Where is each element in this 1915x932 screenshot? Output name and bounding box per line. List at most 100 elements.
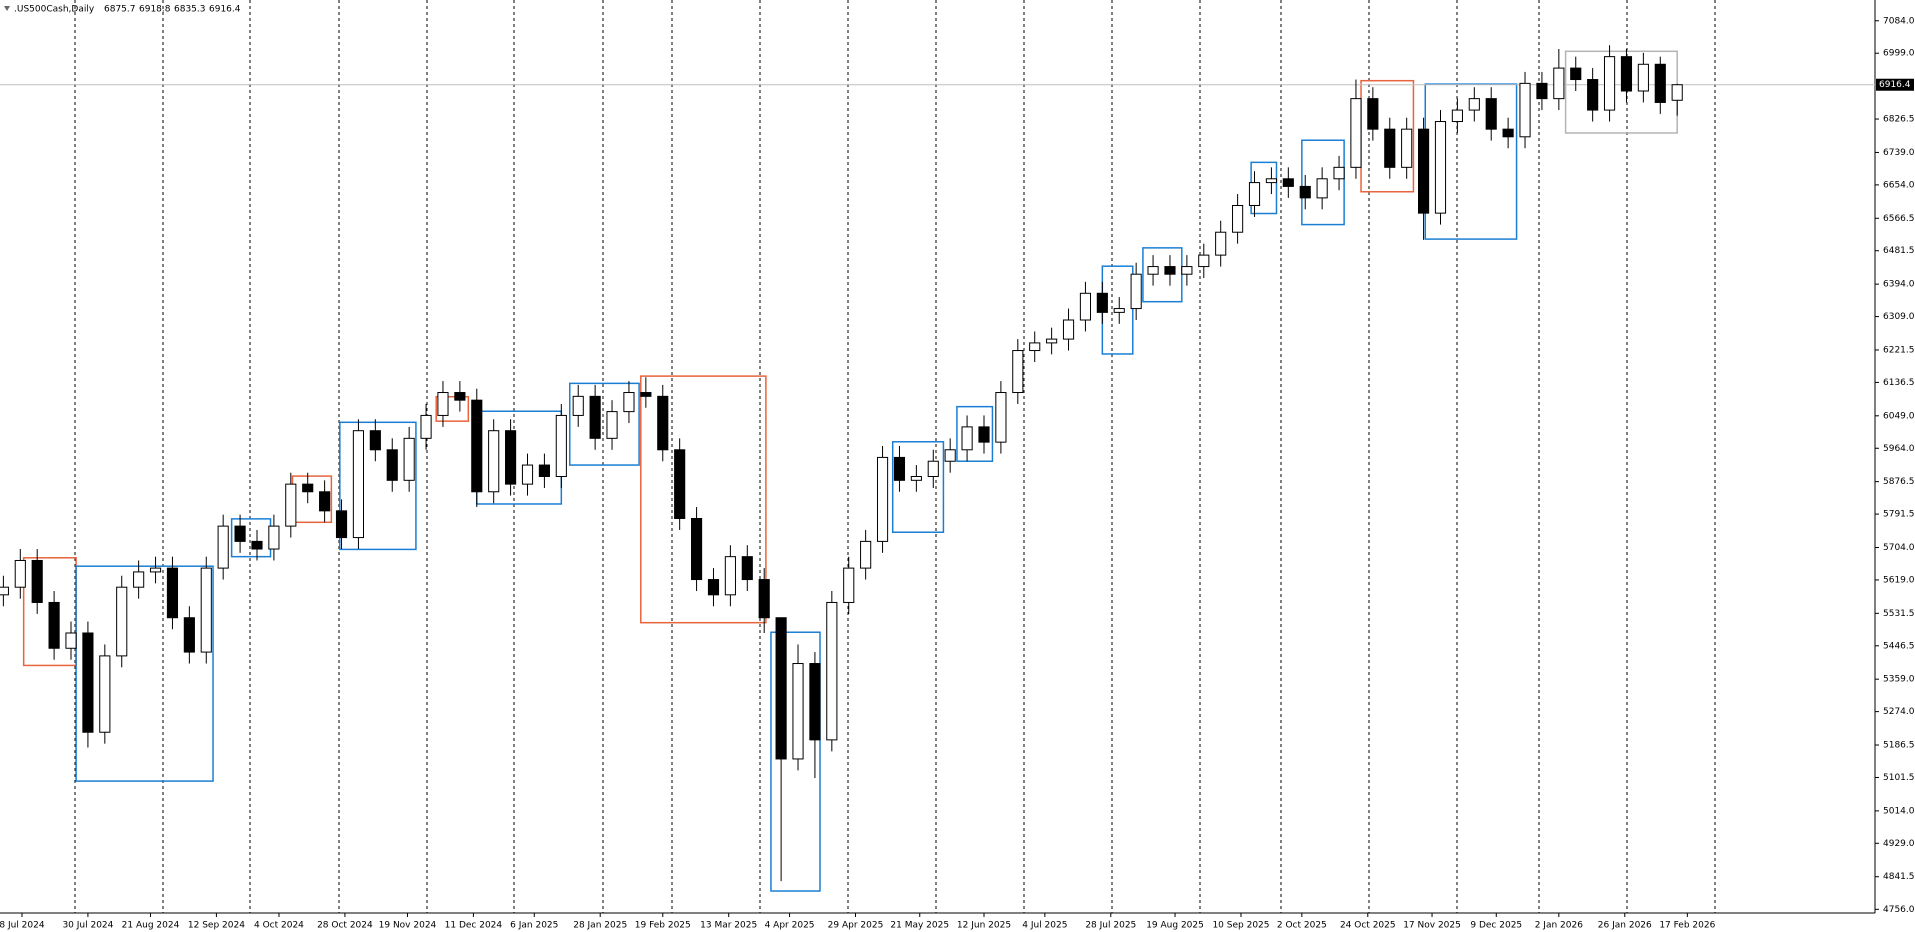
candle-body bbox=[572, 395, 584, 416]
candle-body bbox=[200, 567, 212, 653]
candle-body bbox=[707, 579, 720, 596]
candle-body bbox=[454, 392, 466, 401]
candle-body bbox=[99, 655, 111, 733]
candle-body bbox=[1519, 82, 1531, 138]
candle-body bbox=[910, 476, 922, 481]
y-tick-label: 6826.5 bbox=[1883, 115, 1915, 125]
candle-body bbox=[1603, 56, 1616, 111]
symbol: .US500Cash,Daily bbox=[14, 5, 95, 15]
signal-box bbox=[435, 395, 470, 422]
candle-body bbox=[1282, 178, 1294, 187]
candle-body bbox=[792, 663, 804, 760]
candle-body bbox=[775, 617, 787, 760]
signal-box bbox=[1142, 247, 1183, 303]
candle-body bbox=[471, 399, 483, 493]
candle-body bbox=[1062, 319, 1075, 340]
header-close: 6916.4 bbox=[209, 5, 241, 15]
candle-body bbox=[961, 426, 973, 451]
candle-body bbox=[1536, 82, 1548, 100]
candle-body bbox=[1265, 178, 1277, 184]
signal-box bbox=[640, 375, 767, 624]
candle-body bbox=[1215, 231, 1227, 256]
x-tick-label: 19 Aug 2025 bbox=[1146, 921, 1204, 931]
signal-box bbox=[956, 405, 994, 462]
candle-body bbox=[437, 392, 449, 416]
candle-body bbox=[1299, 185, 1311, 199]
candle-body bbox=[1671, 84, 1683, 101]
candle-body bbox=[1046, 338, 1058, 344]
candle-body bbox=[978, 426, 990, 443]
candle-body bbox=[1130, 273, 1142, 310]
signal-box bbox=[891, 441, 945, 533]
candle-body bbox=[1654, 63, 1666, 103]
y-tick-label: 5531.5 bbox=[1883, 609, 1915, 619]
candle-body bbox=[369, 430, 381, 451]
y-tick-label: 5704.0 bbox=[1883, 543, 1915, 553]
candle-body bbox=[843, 567, 855, 603]
candle-body bbox=[1147, 266, 1159, 275]
candle-body bbox=[1434, 121, 1447, 214]
candle-body bbox=[944, 449, 956, 462]
candle-body bbox=[1468, 98, 1480, 111]
candle-body bbox=[589, 395, 601, 439]
y-tick-label: 5274.0 bbox=[1883, 707, 1915, 717]
y-tick-label: 5876.5 bbox=[1883, 477, 1915, 487]
candle-body bbox=[1198, 254, 1210, 268]
y-tick-label: 4756.0 bbox=[1883, 905, 1915, 915]
x-tick-label: 28 Jul 2025 bbox=[1085, 921, 1136, 931]
candle-body bbox=[876, 456, 889, 542]
candle-body bbox=[335, 510, 348, 539]
x-tick-label: 28 Oct 2024 bbox=[317, 921, 373, 931]
candle-body bbox=[386, 449, 398, 481]
x-tick-label: 21 Aug 2024 bbox=[122, 921, 180, 931]
candle-body bbox=[1485, 98, 1497, 130]
y-tick-label: 5359.0 bbox=[1883, 675, 1915, 685]
header-open: 6875.7 bbox=[104, 5, 136, 15]
y-tick-label: 6394.0 bbox=[1883, 280, 1915, 290]
candle-body bbox=[1637, 63, 1649, 92]
x-tick-label: 26 Jan 2026 bbox=[1598, 921, 1652, 931]
candle-body bbox=[1012, 350, 1024, 394]
candle-body bbox=[758, 579, 770, 619]
signal-box bbox=[75, 565, 214, 782]
x-tick-label: 4 Oct 2024 bbox=[254, 921, 304, 931]
y-tick-label: 7084.0 bbox=[1883, 16, 1915, 26]
candle-body bbox=[1502, 128, 1514, 138]
y-tick-label: 4841.5 bbox=[1883, 872, 1915, 882]
y-tick-label: 4929.0 bbox=[1883, 839, 1915, 849]
y-tick-label: 6049.0 bbox=[1883, 411, 1915, 421]
candle-body bbox=[1232, 205, 1244, 233]
candle-body bbox=[927, 460, 939, 478]
x-tick-label: 29 Apr 2025 bbox=[828, 921, 884, 931]
y-tick-label: 6221.5 bbox=[1883, 345, 1915, 355]
period-separators bbox=[74, 0, 1716, 913]
candle-body bbox=[1181, 266, 1193, 275]
candle-body bbox=[521, 464, 534, 485]
candle-body bbox=[268, 525, 280, 550]
candle-body bbox=[674, 449, 686, 519]
candle-body bbox=[0, 586, 9, 596]
x-tick-label: 24 Oct 2025 bbox=[1340, 921, 1396, 931]
candle-body bbox=[319, 491, 331, 512]
candle-body bbox=[505, 430, 517, 485]
x-tick-label: 2 Oct 2025 bbox=[1277, 921, 1327, 931]
x-tick-label: 13 Mar 2025 bbox=[700, 921, 757, 931]
x-tick-label: 28 Jan 2025 bbox=[573, 921, 627, 931]
candle-body bbox=[149, 567, 162, 573]
x-tick-label: 11 Dec 2024 bbox=[445, 921, 503, 931]
y-tick-label: 5964.0 bbox=[1883, 444, 1915, 454]
candle-body bbox=[1164, 266, 1176, 275]
y-tick-label: 6999.0 bbox=[1883, 49, 1915, 59]
candle-body bbox=[995, 392, 1007, 443]
candle-body bbox=[352, 430, 365, 539]
x-tick-label: 19 Feb 2025 bbox=[635, 921, 691, 931]
y-tick-label: 6566.5 bbox=[1883, 214, 1915, 224]
price-label-box bbox=[1876, 78, 1914, 91]
candle-body bbox=[1079, 292, 1092, 321]
x-tick-label: 6 Jan 2025 bbox=[510, 921, 558, 931]
candle-body bbox=[285, 483, 297, 527]
candle-body bbox=[31, 559, 43, 603]
candle-body bbox=[691, 517, 703, 581]
